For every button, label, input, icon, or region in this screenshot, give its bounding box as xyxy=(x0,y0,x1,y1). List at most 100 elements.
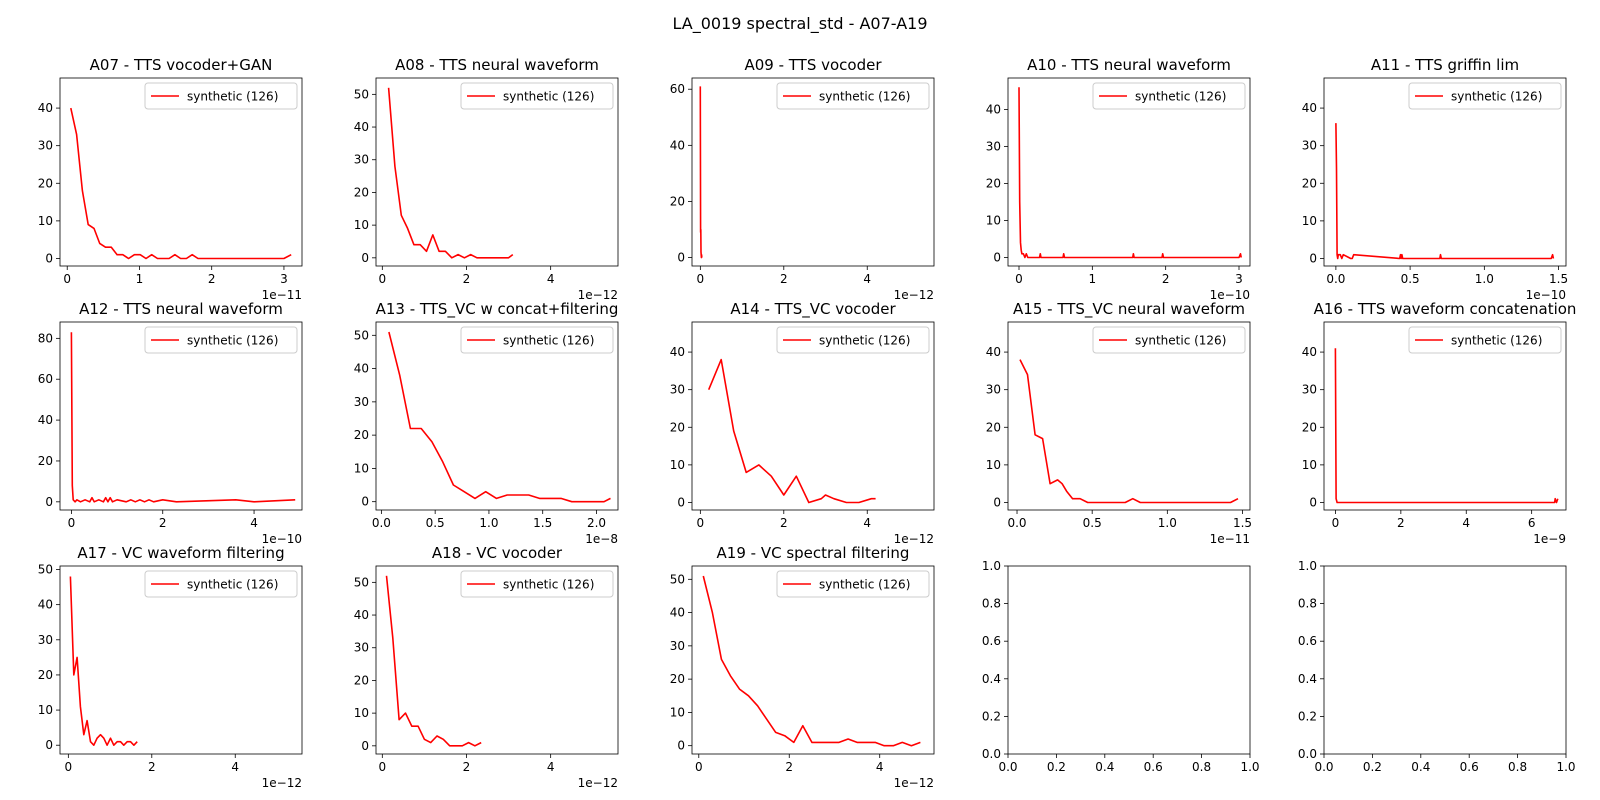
x-tick-label: 0.6 xyxy=(1460,760,1479,774)
y-tick-label: 0.6 xyxy=(982,634,1001,648)
subplot-title: A14 - TTS_VC vocoder xyxy=(730,300,896,319)
y-tick-label: 0.2 xyxy=(982,709,1001,723)
subplot-title: A10 - TTS neural waveform xyxy=(1027,56,1231,74)
y-tick-label: 0 xyxy=(677,251,685,265)
subplot-14: 0.0 0.2 0.4 0.6 0.8 1.0 0.0 0.2 0.4 0.6 0.8 1.0 xyxy=(982,559,1260,774)
series-line xyxy=(387,87,514,259)
legend-box xyxy=(460,82,614,110)
legend-box xyxy=(144,570,298,598)
x-tick-label: 0 xyxy=(378,272,386,286)
legend-label: synthetic (126) xyxy=(503,90,594,104)
subplot-5: 0.0 0.5 1.0 1.5 0 10 20 30 40 A11 - TTS griffin l… xyxy=(1302,56,1568,302)
x-tick-label: 0.0 xyxy=(1326,272,1345,286)
x-offset-label: 1e−12 xyxy=(578,288,618,302)
y-tick-label: 0 xyxy=(45,738,53,752)
axes-frame xyxy=(59,77,303,267)
y-tick-label: 10 xyxy=(986,213,1001,227)
legend-label: synthetic (126) xyxy=(819,90,910,104)
x-tick-label: 0 xyxy=(1332,516,1340,530)
x-tick-label: 3 xyxy=(1235,272,1243,286)
x-tick-label: 6 xyxy=(1528,516,1536,530)
y-tick-label: 0.8 xyxy=(982,597,1001,611)
x-tick-label: 0.6 xyxy=(1144,760,1163,774)
series-line xyxy=(702,575,921,747)
legend-label: synthetic (126) xyxy=(503,334,594,348)
x-tick-label: 1.0 xyxy=(1158,516,1177,530)
subplot-title: A19 - VC spectral filtering xyxy=(717,544,910,562)
y-tick-label: 30 xyxy=(986,139,1001,153)
y-tick-label: 10 xyxy=(1302,214,1317,228)
series-line xyxy=(699,86,703,259)
legend-box xyxy=(776,570,930,598)
legend: synthetic (126) xyxy=(144,326,298,354)
x-offset-label: 1e−12 xyxy=(894,532,934,546)
x-offset-label: 1e−12 xyxy=(894,776,934,790)
subplot-title: A18 - VC vocoder xyxy=(432,544,563,562)
x-tick-label: 0 xyxy=(695,760,703,774)
axes-frame xyxy=(691,321,935,511)
y-tick-label: 20 xyxy=(670,194,685,208)
x-tick-label: 0.5 xyxy=(426,516,445,530)
x-tick-label: 0.2 xyxy=(1047,760,1066,774)
y-tick-label: 40 xyxy=(38,101,53,115)
x-tick-label: 1.5 xyxy=(1549,272,1568,286)
y-tick-label: 40 xyxy=(986,102,1001,116)
x-tick-label: 0 xyxy=(697,516,705,530)
y-tick-label: 0 xyxy=(45,495,53,509)
y-tick-label: 0 xyxy=(1309,251,1317,265)
legend-box xyxy=(460,326,614,354)
y-tick-label: 0.0 xyxy=(982,747,1001,761)
y-tick-label: 10 xyxy=(670,705,685,719)
y-tick-label: 30 xyxy=(38,139,53,153)
subplot-7: 0.0 0.5 1.0 1.5 2.0 0 10 20 30 40 50 A13 - TTS_VC w… xyxy=(354,300,619,546)
x-tick-label: 4 xyxy=(1462,516,1470,530)
subplot-title: A13 - TTS_VC w concat+filtering xyxy=(376,300,619,319)
y-tick-label: 40 xyxy=(354,608,369,622)
x-tick-label: 0.8 xyxy=(1508,760,1527,774)
legend: synthetic (126) xyxy=(144,82,298,110)
y-tick-label: 80 xyxy=(38,331,53,345)
y-tick-label: 10 xyxy=(354,461,369,475)
series-line xyxy=(385,575,482,747)
x-tick-label: 0.4 xyxy=(1411,760,1430,774)
x-tick-label: 0 xyxy=(378,760,386,774)
y-tick-label: 30 xyxy=(354,641,369,655)
x-offset-label: 1e−10 xyxy=(262,532,302,546)
axes-frame xyxy=(1323,321,1567,511)
series-line xyxy=(69,576,138,747)
y-tick-label: 60 xyxy=(38,372,53,386)
y-tick-label: 0.8 xyxy=(1298,597,1317,611)
legend-box xyxy=(1408,82,1562,110)
subplot-9: 0.0 0.5 1.0 1.5 0 10 20 30 40 A15 - TTS_VC neural… xyxy=(986,300,1252,546)
y-tick-label: 0.2 xyxy=(1298,709,1317,723)
x-tick-label: 1.5 xyxy=(533,516,552,530)
y-tick-label: 40 xyxy=(986,345,1001,359)
y-tick-label: 0 xyxy=(677,739,685,753)
subplot-title: A12 - TTS neural waveform xyxy=(79,300,283,318)
y-tick-label: 10 xyxy=(354,706,369,720)
y-tick-label: 0.4 xyxy=(1298,672,1317,686)
legend-label: synthetic (126) xyxy=(1135,334,1226,348)
series-line xyxy=(70,332,296,503)
axes-frame xyxy=(59,565,303,755)
y-tick-label: 40 xyxy=(1302,345,1317,359)
legend-label: synthetic (126) xyxy=(1451,90,1542,104)
x-tick-label: 4 xyxy=(231,760,239,774)
x-tick-label: 0.5 xyxy=(1401,272,1420,286)
legend-box xyxy=(776,326,930,354)
y-tick-label: 1.0 xyxy=(1298,559,1317,573)
legend-label: synthetic (126) xyxy=(819,334,910,348)
legend: synthetic (126) xyxy=(144,570,298,598)
x-tick-label: 1 xyxy=(1089,272,1097,286)
legend: synthetic (126) xyxy=(776,82,930,110)
subplot-title: A17 - VC waveform filtering xyxy=(77,544,284,562)
legend-box xyxy=(1408,326,1562,354)
